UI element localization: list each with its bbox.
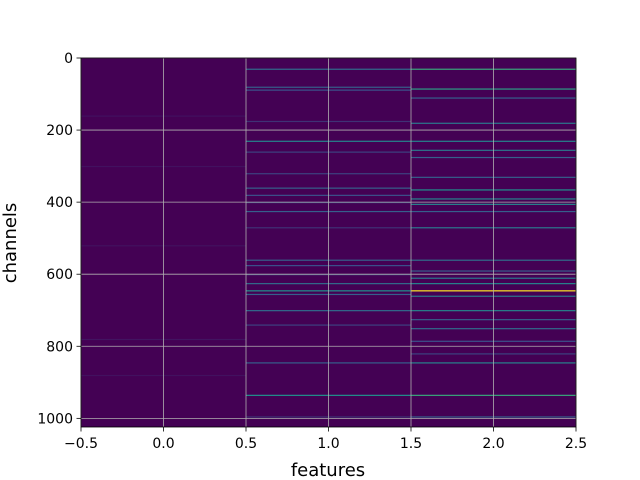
x-tick-label: 1.5	[400, 436, 422, 452]
y-tick-label: 1000	[37, 411, 73, 427]
x-tick-label: 0.5	[235, 436, 257, 452]
x-axis-ticks: −0.5 0.0 0.5 1.0 1.5 2.0 2.5	[64, 427, 587, 452]
y-tick-label: 800	[46, 339, 73, 355]
x-tick-label: 2.5	[565, 436, 587, 452]
y-tick-label: 0	[64, 51, 73, 67]
y-axis-label: channels	[0, 203, 21, 284]
y-axis-ticks: 0 200 400 600 800 1000	[37, 51, 81, 427]
y-tick-label: 600	[46, 267, 73, 283]
x-axis-label: features	[291, 460, 365, 480]
y-tick-label: 400	[46, 195, 73, 211]
x-tick-label: 1.0	[317, 436, 339, 452]
x-tick-label: 0.0	[152, 436, 174, 452]
y-tick-label: 200	[46, 123, 73, 139]
x-tick-label: −0.5	[64, 436, 98, 452]
x-tick-label: 2.0	[482, 436, 504, 452]
